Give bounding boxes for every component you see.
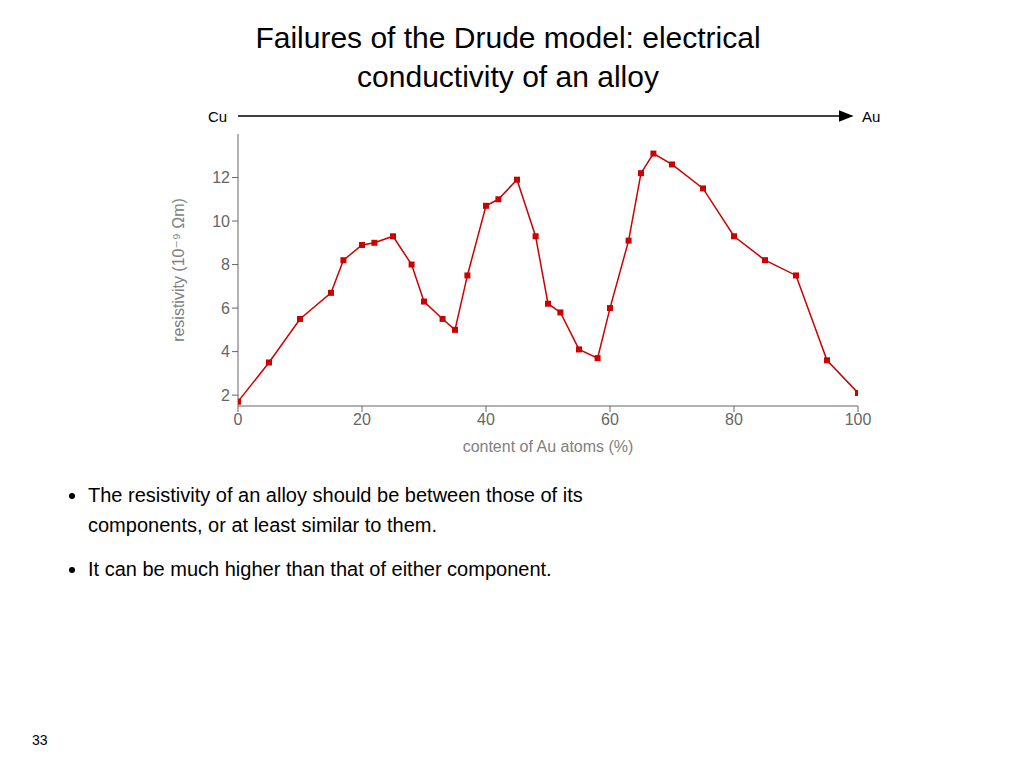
svg-text:2: 2	[221, 387, 230, 404]
html-text:It can be much higher than tha: It can be much higher than that of eithe…	[88, 558, 552, 580]
svg-text:20: 20	[353, 411, 371, 428]
html-text:Au: Au	[862, 107, 881, 125]
svg-text:resistivity (10⁻⁹ Ωm): resistivity (10⁻⁹ Ωm)	[170, 198, 187, 342]
svg-text:10: 10	[212, 213, 230, 230]
svg-text:100: 100	[845, 411, 872, 428]
svg-text:0: 0	[234, 411, 243, 428]
html-text:Failures of the Drude model: e: Failures of the Drude model: electrical …	[255, 21, 761, 93]
html-text:components, or at least simila: components, or at least similar to them.	[88, 514, 437, 536]
svg-text:6: 6	[221, 300, 230, 317]
svg-text:12: 12	[212, 169, 230, 186]
svg-text:4: 4	[221, 343, 230, 360]
html-text:33: 33	[32, 732, 48, 748]
html-text:Cu: Cu	[208, 107, 228, 125]
svg-text:content of Au atoms (%): content of Au atoms (%)	[463, 438, 634, 455]
svg-text:40: 40	[477, 411, 495, 428]
svg-text:80: 80	[725, 411, 743, 428]
html-text:The resistivity of an alloy sh: The resistivity of an alloy should be be…	[88, 484, 583, 506]
svg-text:8: 8	[221, 256, 230, 273]
svg-text:60: 60	[601, 411, 619, 428]
